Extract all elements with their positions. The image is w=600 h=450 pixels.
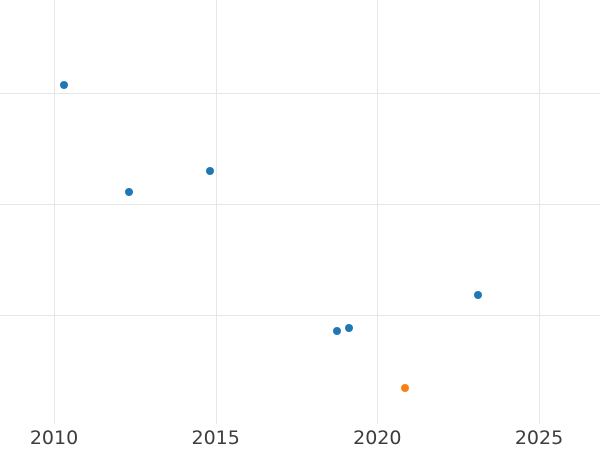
vertical-gridline (215, 0, 217, 424)
vertical-gridline (377, 0, 379, 424)
data-point-blue-series (332, 326, 341, 335)
horizontal-gridline (0, 204, 600, 206)
data-point-blue-series (473, 291, 482, 300)
horizontal-gridline (0, 315, 600, 317)
data-point-orange-series (401, 383, 409, 392)
x-tick-label: 2025 (514, 427, 564, 449)
data-point-blue-series (60, 81, 69, 90)
data-point-blue-series (125, 187, 133, 196)
x-tick-label: 2020 (353, 427, 402, 449)
x-tick-label: 2015 (191, 427, 240, 449)
horizontal-gridline (0, 93, 600, 95)
x-tick-label: 2010 (29, 427, 79, 449)
data-point-blue-series (205, 167, 214, 175)
data-point-blue-series (344, 323, 353, 332)
vertical-gridline (539, 0, 540, 424)
vertical-gridline (54, 0, 55, 424)
